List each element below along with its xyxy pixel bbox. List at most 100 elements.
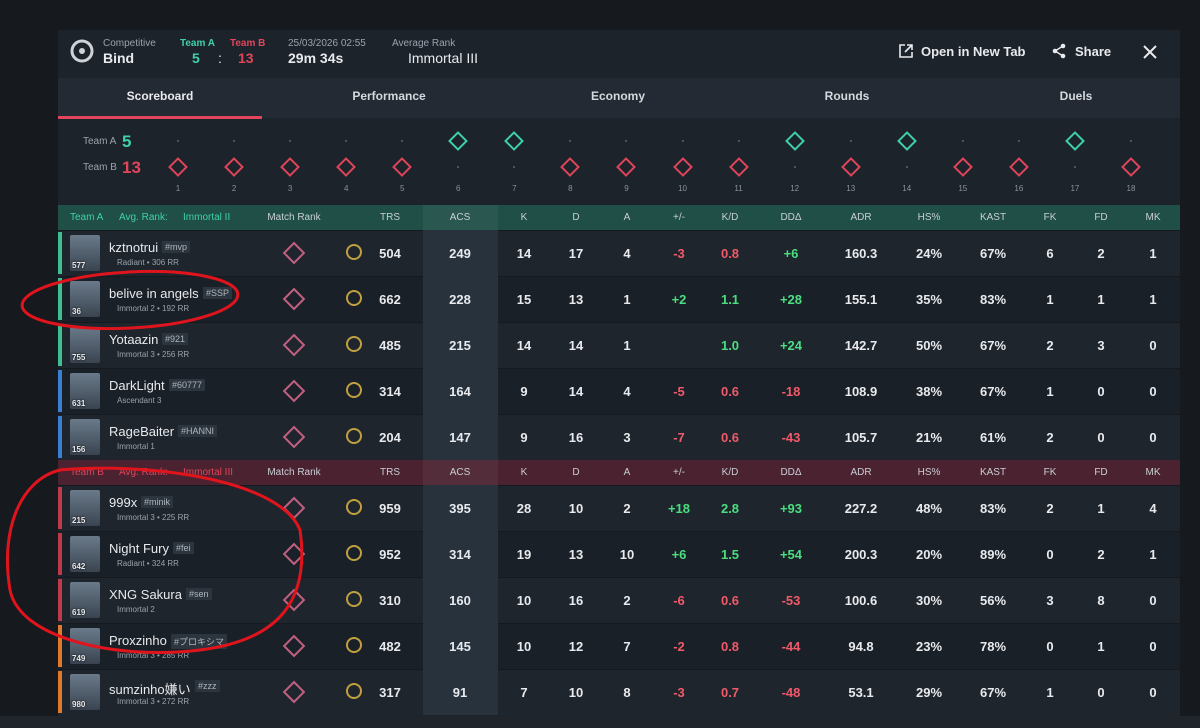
acs-highlight xyxy=(423,460,498,485)
close-button[interactable] xyxy=(1143,45,1157,59)
column-header[interactable]: K xyxy=(520,212,528,223)
tab[interactable]: Scoreboard xyxy=(126,89,194,103)
stat-cell: 0.7 xyxy=(720,685,740,700)
round-number: 18 xyxy=(1126,184,1136,193)
column-header[interactable]: TRS xyxy=(380,467,400,478)
tab[interactable]: Rounds xyxy=(824,89,870,103)
column-header[interactable]: MK xyxy=(1145,467,1161,478)
stat-cell: 61% xyxy=(979,430,1007,445)
player-color-bar xyxy=(58,533,62,575)
player-rank: Immortal 3 • 225 RR xyxy=(117,513,190,522)
acs-cell xyxy=(423,485,498,531)
column-header[interactable]: HS% xyxy=(917,467,941,478)
column-header[interactable]: ADR xyxy=(850,212,872,223)
column-header[interactable]: ACS xyxy=(449,212,471,223)
stat-cell: -5 xyxy=(673,384,685,399)
column-header[interactable]: Match Rank xyxy=(267,467,321,478)
stat-cell: 482 xyxy=(379,639,401,654)
round-number: 13 xyxy=(846,184,856,193)
stat-cell: 1 xyxy=(1097,501,1105,516)
acs-cell xyxy=(423,230,498,276)
column-header[interactable]: A xyxy=(623,212,631,223)
stat-cell: 30% xyxy=(915,593,943,608)
player-rank: Immortal 2 xyxy=(117,605,155,614)
stat-cell: 0 xyxy=(1149,384,1157,399)
stat-cell: -44 xyxy=(781,639,801,654)
column-header[interactable]: MK xyxy=(1145,212,1161,223)
share[interactable]: Share xyxy=(1075,44,1112,59)
stat-cell: 1 xyxy=(1149,547,1157,562)
column-header[interactable]: D xyxy=(572,467,580,478)
round-number: 7 xyxy=(512,184,517,193)
player-name[interactable]: XNG Sakura xyxy=(109,587,182,602)
column-header[interactable]: D xyxy=(572,212,580,223)
open-icon xyxy=(899,44,913,58)
stat-cell: 1 xyxy=(1046,292,1054,307)
stat-cell: 310 xyxy=(379,593,401,608)
column-header[interactable]: +/- xyxy=(673,212,685,223)
column-header[interactable]: TRS xyxy=(380,212,400,223)
stat-cell: 16 xyxy=(568,430,584,445)
stat-cell: -18 xyxy=(781,384,801,399)
open-new-tab[interactable]: Open in New Tab xyxy=(921,44,1026,59)
acs-cell xyxy=(423,577,498,623)
player-name[interactable]: belive in angels xyxy=(109,286,199,301)
column-header[interactable]: FK xyxy=(1043,212,1057,223)
player-name[interactable]: Proxzinho xyxy=(109,633,167,648)
column-header[interactable]: KAST xyxy=(979,212,1007,223)
round-dot xyxy=(569,140,572,142)
stat-cell: 662 xyxy=(379,292,401,307)
stat-cell: 2 xyxy=(1097,246,1105,261)
player-name[interactable]: Night Fury xyxy=(109,541,169,556)
avatar xyxy=(70,419,100,455)
stat-cell: 89% xyxy=(979,547,1007,562)
stat-cell: -7 xyxy=(673,430,685,445)
trs-icon xyxy=(346,336,362,352)
stat-cell: 6 xyxy=(1046,246,1054,261)
column-header[interactable]: K/D xyxy=(721,467,739,478)
column-header[interactable]: DDΔ xyxy=(780,212,802,223)
column-header[interactable]: KAST xyxy=(979,467,1007,478)
player-name[interactable]: DarkLight xyxy=(109,378,165,393)
stat-cell: 15 xyxy=(516,292,532,307)
column-header[interactable]: ACS xyxy=(449,467,471,478)
player-rank: Immortal 2 • 192 RR xyxy=(117,304,190,313)
tab[interactable]: Economy xyxy=(590,89,646,103)
column-header[interactable]: K xyxy=(520,467,528,478)
column-header[interactable]: DDΔ xyxy=(780,467,802,478)
column-header[interactable]: FK xyxy=(1043,467,1057,478)
stat-cell: 0 xyxy=(1097,430,1105,445)
player-tag: #mvp xyxy=(162,241,191,253)
column-header[interactable]: K/D xyxy=(721,212,739,223)
stat-cell: 17 xyxy=(568,246,584,261)
tab-bar xyxy=(58,78,1180,118)
trs-icon xyxy=(346,290,362,306)
round-dot xyxy=(849,140,852,142)
column-header[interactable]: A xyxy=(623,467,631,478)
stat-cell: 147 xyxy=(449,430,471,445)
column-header[interactable]: FD xyxy=(1094,467,1108,478)
stat-cell: 14 xyxy=(568,338,584,353)
column-header[interactable]: ADR xyxy=(850,467,872,478)
stat-cell: 50% xyxy=(915,338,943,353)
stat-cell: 14 xyxy=(568,384,584,399)
tab[interactable]: Performance xyxy=(352,89,426,103)
player-name[interactable]: 999x xyxy=(109,495,138,510)
stat-cell: 9 xyxy=(520,384,528,399)
column-header[interactable]: FD xyxy=(1094,212,1108,223)
stat-cell: 83% xyxy=(979,292,1007,307)
column-header[interactable]: +/- xyxy=(673,467,685,478)
player-level: 755 xyxy=(72,353,86,362)
column-header[interactable]: Match Rank xyxy=(267,212,321,223)
tab[interactable]: Duels xyxy=(1059,89,1093,103)
player-name[interactable]: Yotaazin xyxy=(109,332,159,347)
avatar xyxy=(70,373,100,409)
column-header[interactable]: HS% xyxy=(917,212,941,223)
map: Bind xyxy=(103,50,135,66)
stat-cell: 48% xyxy=(915,501,943,516)
player-name[interactable]: sumzinho嫌い xyxy=(109,682,191,697)
player-name[interactable]: kztnotrui xyxy=(109,240,159,255)
player-name[interactable]: RageBaiter xyxy=(109,424,175,439)
stat-cell: 0 xyxy=(1097,685,1105,700)
round-number: 14 xyxy=(902,184,912,193)
